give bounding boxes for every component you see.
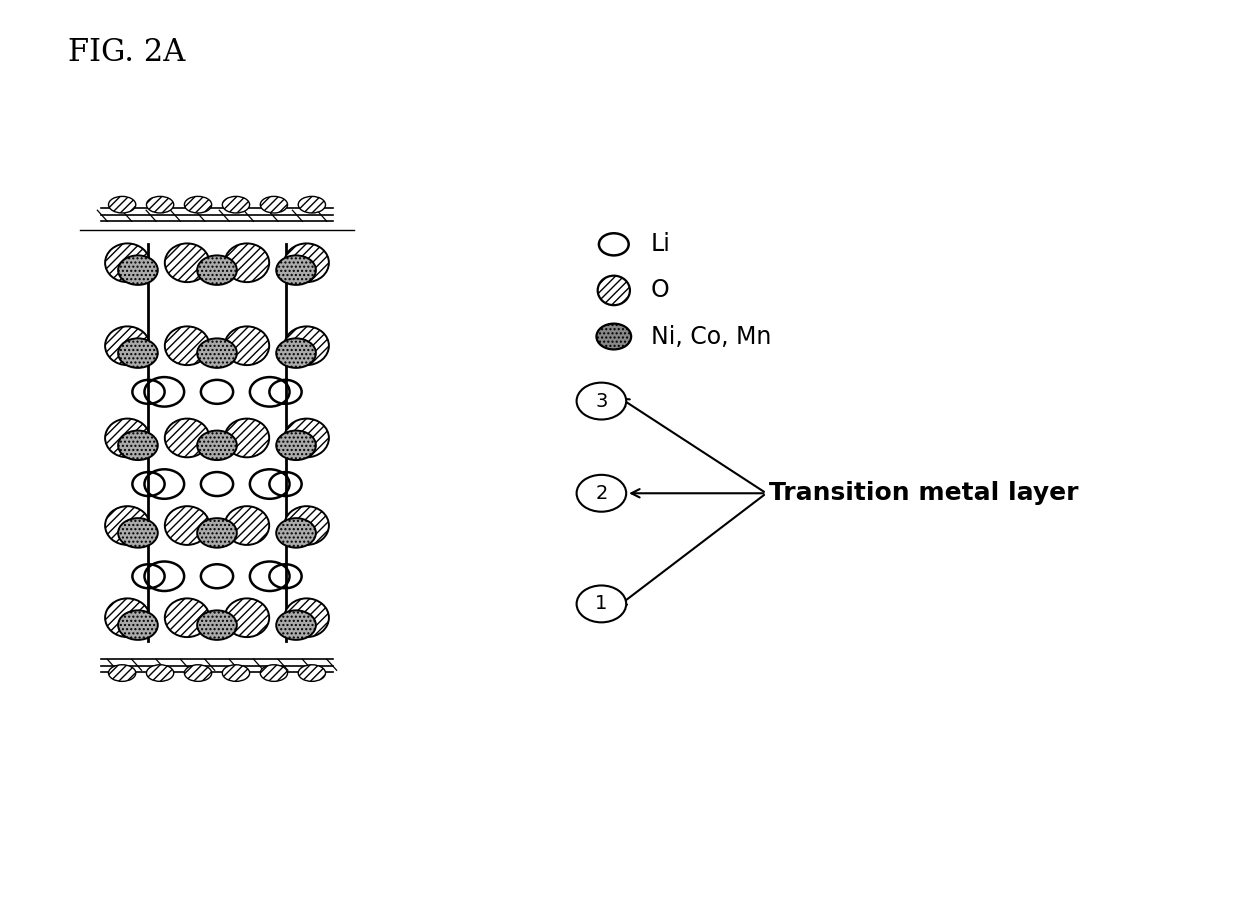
Text: Li: Li — [651, 232, 671, 256]
Ellipse shape — [105, 598, 150, 637]
Circle shape — [118, 610, 157, 640]
Text: 2: 2 — [595, 484, 608, 502]
Circle shape — [277, 431, 316, 460]
Ellipse shape — [598, 276, 630, 305]
Circle shape — [277, 255, 316, 285]
Ellipse shape — [165, 506, 210, 545]
Ellipse shape — [185, 665, 212, 681]
Circle shape — [577, 383, 626, 420]
Ellipse shape — [260, 196, 288, 213]
Ellipse shape — [299, 196, 325, 213]
Ellipse shape — [105, 506, 150, 545]
Ellipse shape — [108, 665, 135, 681]
Ellipse shape — [284, 506, 329, 545]
Ellipse shape — [224, 506, 269, 545]
Ellipse shape — [108, 196, 135, 213]
Ellipse shape — [299, 665, 325, 681]
Circle shape — [197, 338, 237, 368]
Ellipse shape — [165, 326, 210, 365]
Text: FIG. 2A: FIG. 2A — [68, 37, 186, 68]
Text: Ni, Co, Mn: Ni, Co, Mn — [651, 325, 771, 349]
Ellipse shape — [165, 598, 210, 637]
Circle shape — [577, 475, 626, 512]
Ellipse shape — [146, 665, 174, 681]
Ellipse shape — [224, 419, 269, 457]
Ellipse shape — [105, 326, 150, 365]
Ellipse shape — [146, 196, 174, 213]
Ellipse shape — [165, 243, 210, 282]
Circle shape — [596, 324, 631, 349]
Ellipse shape — [185, 196, 212, 213]
Ellipse shape — [105, 243, 150, 282]
Circle shape — [197, 255, 237, 285]
Circle shape — [577, 585, 626, 622]
Ellipse shape — [105, 419, 150, 457]
Ellipse shape — [260, 665, 288, 681]
Circle shape — [118, 338, 157, 368]
Ellipse shape — [224, 598, 269, 637]
Ellipse shape — [224, 326, 269, 365]
Circle shape — [277, 610, 316, 640]
Circle shape — [118, 518, 157, 548]
Text: O: O — [651, 278, 670, 302]
Ellipse shape — [284, 243, 329, 282]
Text: Transition metal layer: Transition metal layer — [769, 481, 1079, 505]
Ellipse shape — [224, 243, 269, 282]
Circle shape — [118, 255, 157, 285]
Circle shape — [197, 610, 237, 640]
Ellipse shape — [222, 196, 249, 213]
Ellipse shape — [284, 326, 329, 365]
Ellipse shape — [165, 419, 210, 457]
Text: 3: 3 — [595, 392, 608, 410]
Circle shape — [118, 431, 157, 460]
Text: 1: 1 — [595, 595, 608, 613]
Ellipse shape — [284, 419, 329, 457]
Circle shape — [277, 338, 316, 368]
Ellipse shape — [284, 598, 329, 637]
Circle shape — [277, 518, 316, 548]
Circle shape — [197, 518, 237, 548]
Circle shape — [197, 431, 237, 460]
Ellipse shape — [222, 665, 249, 681]
